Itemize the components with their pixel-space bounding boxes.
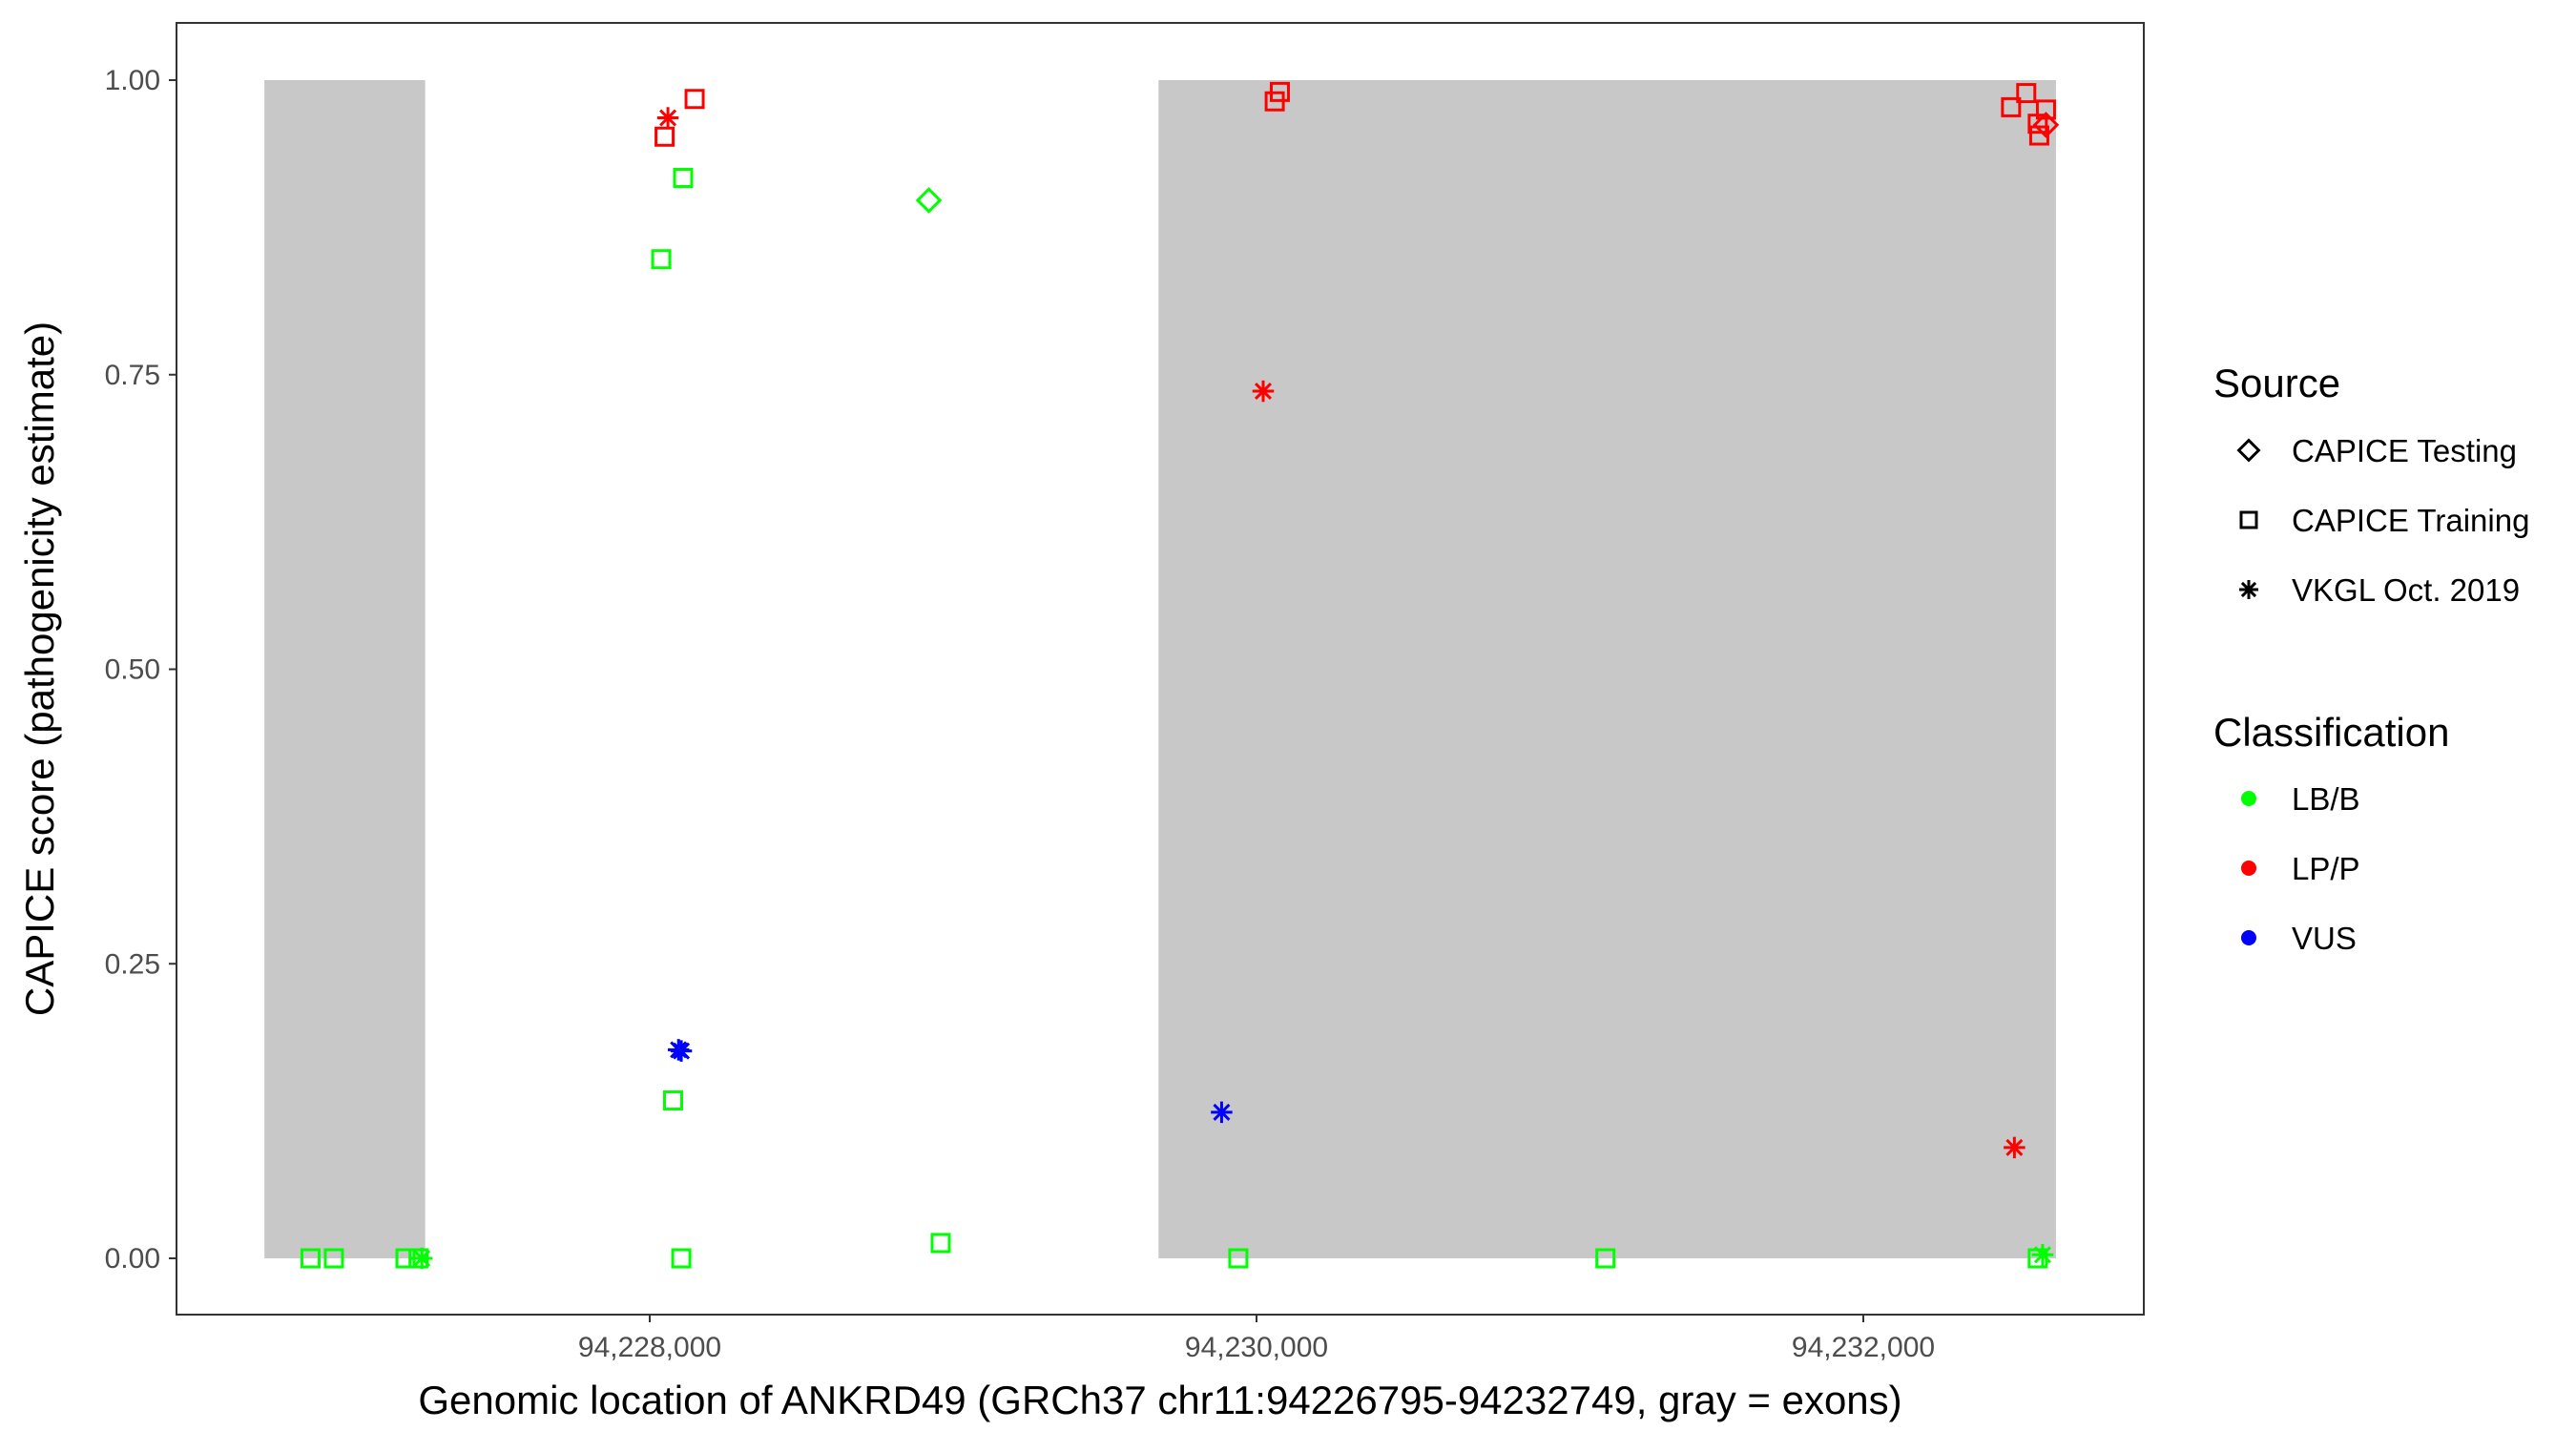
legend-diamond-icon — [2236, 438, 2261, 463]
data-point — [2027, 114, 2048, 135]
legend-dot-icon — [2241, 930, 2256, 945]
data-point — [2016, 83, 2037, 104]
data-point — [662, 1090, 683, 1111]
data-point — [651, 249, 672, 270]
legend-dot-icon — [2241, 861, 2256, 876]
y-axis: 0.00 0.25 0.50 0.75 1.00 — [105, 65, 177, 1275]
legend: Source Classification CAPICE Testing CAPI… — [2213, 361, 2529, 956]
data-point — [1269, 81, 1290, 102]
data-point — [1228, 1248, 1249, 1269]
data-point — [1595, 1248, 1616, 1269]
legend-dot-icon — [2241, 791, 2256, 806]
data-point — [656, 107, 679, 129]
data-point — [673, 168, 694, 189]
y-tick-label: 0.25 — [105, 948, 160, 980]
y-tick-label: 1.00 — [105, 65, 160, 96]
x-tick-label: 94,228,000 — [578, 1332, 721, 1363]
y-axis-title: CAPICE score (pathogenicity estimate) — [17, 321, 62, 1016]
x-tick-label: 94,230,000 — [1185, 1332, 1328, 1363]
x-tick-label: 94,232,000 — [1792, 1332, 1935, 1363]
legend-title-classification: Classification — [2213, 710, 2449, 755]
data-point — [410, 1247, 433, 1270]
legend-item-label: VKGL Oct. 2019 — [2292, 572, 2520, 608]
legend-item-label: CAPICE Testing — [2292, 433, 2517, 468]
legend-item-label: VUS — [2292, 921, 2357, 956]
data-point — [654, 126, 675, 147]
legend-item-label: LB/B — [2292, 781, 2360, 817]
data-point — [2032, 112, 2060, 138]
data-point — [671, 1248, 692, 1269]
y-tick-label: 0.75 — [105, 360, 160, 391]
y-tick-label: 0.00 — [105, 1243, 160, 1275]
x-axis-title: Genomic location of ANKRD49 (GRCh37 chr1… — [418, 1378, 1901, 1422]
legend-item-label: CAPICE Training — [2292, 503, 2529, 538]
exon-rect — [264, 80, 426, 1258]
data-point — [2031, 1244, 2054, 1266]
y-tick-label: 0.50 — [105, 654, 160, 686]
data-point — [300, 1248, 321, 1269]
legend-item-label: LP/P — [2292, 851, 2360, 886]
data-point — [1211, 1101, 1233, 1124]
data-point — [2004, 1136, 2025, 1159]
data-point — [684, 89, 705, 110]
legend-asterisk-icon — [2239, 580, 2258, 599]
data-points — [300, 81, 2060, 1270]
x-axis: 94,228,000 94,230,000 94,232,000 — [578, 1315, 1935, 1363]
data-point — [930, 1233, 951, 1254]
data-point — [323, 1248, 344, 1269]
data-point — [667, 1039, 690, 1061]
data-point — [915, 187, 943, 214]
exon-rect — [1158, 80, 2056, 1258]
legend-square-icon — [2239, 510, 2258, 529]
data-point — [2001, 96, 2022, 117]
legend-title-source: Source — [2213, 361, 2340, 405]
data-point — [1252, 380, 1275, 403]
exon-regions — [264, 80, 2056, 1258]
